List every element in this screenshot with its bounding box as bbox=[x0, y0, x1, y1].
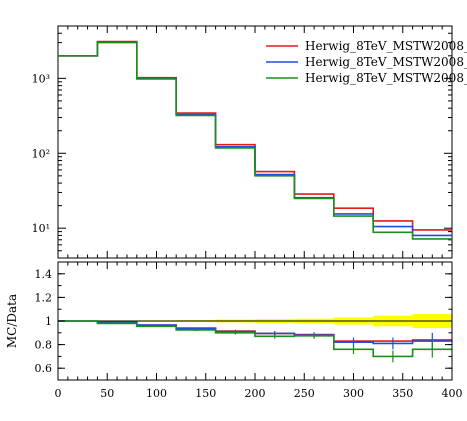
x-tick-label: 400 bbox=[442, 387, 463, 400]
series-line-2 bbox=[58, 41, 452, 240]
legend-label-0: Herwig_8TeV_MSTW2008_ bbox=[305, 39, 467, 53]
x-tick-label: 100 bbox=[146, 387, 167, 400]
ratio-panel: 0.6 0.8 1 1.2 1.4 0 50 100 150 200 250 300 350 400 MC/… bbox=[5, 261, 463, 400]
ratio-y-tick-label: 0.6 bbox=[35, 362, 53, 375]
ratio-y-tick-label: 1.2 bbox=[35, 291, 53, 304]
y-tick-label: 10³ bbox=[32, 72, 50, 85]
y-tick-label: 10² bbox=[32, 147, 50, 160]
ratio-y-tick-label: 1.4 bbox=[35, 268, 53, 281]
x-tick-label: 150 bbox=[195, 387, 216, 400]
x-tick-label: 200 bbox=[245, 387, 266, 400]
x-tick-label: 250 bbox=[294, 387, 315, 400]
main-panel: 10¹ 10² 10³ bbox=[32, 25, 453, 259]
ratio-line-2 bbox=[58, 320, 452, 358]
x-tick-label: 350 bbox=[392, 387, 413, 400]
ratio-y-axis-title: MC/Data bbox=[5, 294, 19, 348]
x-tick-label: 300 bbox=[343, 387, 364, 400]
ratio-y-tick-label: 0.8 bbox=[35, 339, 53, 352]
x-tick-label: 50 bbox=[100, 387, 114, 400]
y-tick-label: 10¹ bbox=[32, 222, 50, 235]
series-line-0 bbox=[58, 40, 452, 231]
x-tick-label: 0 bbox=[55, 387, 62, 400]
ratio-y-tick-label: 1 bbox=[45, 315, 52, 328]
legend-label-1: Herwig_8TeV_MSTW2008_ bbox=[305, 55, 467, 69]
legend: Herwig_8TeV_MSTW2008_ Herwig_8TeV_MSTW200… bbox=[266, 39, 467, 85]
legend-label-2: Herwig_8TeV_MSTW2008_ bbox=[305, 71, 467, 85]
